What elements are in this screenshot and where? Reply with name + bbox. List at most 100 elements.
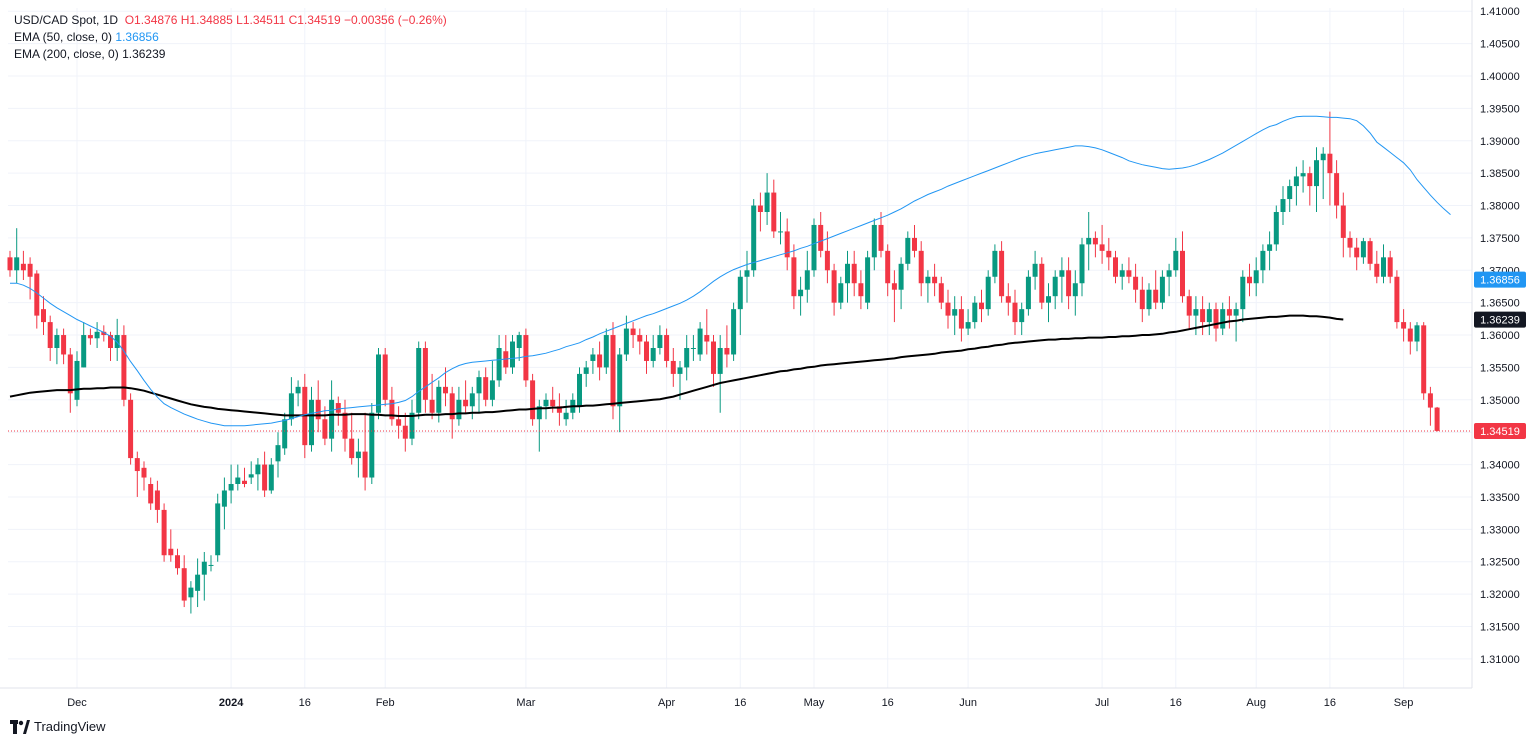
candle-body (20, 263, 26, 271)
candle-body (824, 250, 830, 271)
candle-body (1072, 283, 1078, 297)
candle-body (342, 412, 348, 439)
candle-body (1186, 296, 1192, 316)
candle-body (134, 458, 140, 472)
candle-body (1106, 250, 1112, 258)
tradingview-logo[interactable]: TradingView (10, 719, 106, 734)
candle-body (1334, 173, 1340, 206)
legend-row-ema200: EMA (200, close, 0) 1.36239 (14, 46, 447, 63)
candle-body (1314, 160, 1319, 187)
candle-body (108, 335, 113, 348)
candle-body (322, 419, 328, 439)
ema50-label[interactable]: EMA (50, close, 0) (14, 30, 113, 44)
candle-body (771, 192, 777, 232)
ema50-line (10, 115, 1451, 427)
candle-body (684, 348, 690, 368)
symbol-title[interactable]: USD/CAD Spot, 1D (14, 13, 119, 27)
ema200-value: 1.36239 (122, 47, 166, 61)
candle-body (1153, 289, 1159, 303)
candle-body (1327, 153, 1333, 174)
ema200-label[interactable]: EMA (200, close, 0) (14, 47, 119, 61)
candle-body (483, 377, 489, 400)
price-tick-label: 1.40500 (1480, 39, 1520, 51)
price-tick-label: 1.32000 (1480, 589, 1520, 601)
time-axis[interactable]: Dec 2024 16 Feb Mar Apr 16 May 16 Jun Jul 16 Aug 16 Se… (67, 697, 1413, 709)
legend-row-ema50: EMA (50, close, 0) 1.36856 (14, 29, 447, 46)
price-label-text: 1.34519 (1480, 426, 1520, 438)
time-tick-label: Mar (516, 697, 535, 709)
candle-body (215, 503, 221, 556)
candle-body (1320, 153, 1326, 161)
candle-body (456, 399, 462, 420)
price-tick-label: 1.37500 (1480, 233, 1520, 245)
ohlc-values: O1.34876 H1.34885 L1.34511 C1.34519 −0.0… (124, 13, 447, 27)
candle-body (556, 406, 562, 413)
candle-body (1421, 325, 1427, 394)
candle-body (1173, 250, 1179, 271)
candle-body (402, 425, 408, 439)
candle-body (1059, 270, 1065, 277)
candle-body (1240, 276, 1246, 310)
candle-body (597, 354, 603, 368)
candle-body (791, 257, 797, 297)
candle-body (510, 341, 515, 368)
candle-body (1039, 263, 1045, 303)
candle-body (677, 367, 683, 374)
candle-body (623, 328, 629, 355)
candle-body (195, 574, 201, 591)
candle-body (7, 257, 13, 271)
candle-body (1233, 309, 1239, 316)
candle-body (228, 484, 234, 491)
candle-body (757, 205, 763, 212)
candle-body (1367, 241, 1373, 264)
candle-body (831, 270, 837, 303)
candle-body (396, 419, 402, 426)
candle-body (168, 548, 174, 556)
logo-text: TradingView (34, 719, 106, 734)
price-tick-label: 1.33500 (1480, 492, 1520, 504)
time-tick-label: 16 (299, 697, 311, 709)
candle-body (1066, 270, 1072, 297)
candle-body (382, 354, 388, 400)
time-tick-label: Dec (67, 697, 87, 709)
candle-body (610, 335, 616, 407)
candle-body (851, 263, 857, 284)
candle-body (1273, 212, 1279, 245)
candle-body (717, 348, 723, 374)
candle-body (751, 205, 757, 271)
candle-body (563, 412, 569, 420)
time-tick-label: 16 (1170, 697, 1182, 709)
candle-body (422, 348, 428, 400)
candle-body (603, 335, 609, 368)
time-tick-label: Apr (658, 697, 675, 709)
candle-body (34, 273, 40, 316)
candle-body (958, 309, 964, 329)
candle-body (704, 335, 710, 342)
price-tick-label: 1.35500 (1480, 362, 1520, 374)
candle-body (443, 386, 448, 394)
candle-body (389, 399, 395, 420)
candle-body (536, 406, 542, 420)
candle-body (221, 490, 227, 507)
candle-body (945, 302, 951, 316)
candle-body (27, 263, 33, 277)
candle-body (697, 328, 703, 355)
candle-body (778, 231, 783, 233)
price-tick-label: 1.32500 (1480, 557, 1520, 569)
candle-body (1340, 205, 1346, 238)
candle-body (409, 412, 415, 439)
time-tick-label: Sep (1394, 697, 1414, 709)
candle-body (838, 283, 844, 303)
candle-body (1139, 289, 1145, 310)
candle-body (335, 403, 341, 413)
candle-body (804, 270, 810, 290)
candle-body (871, 224, 877, 258)
candle-body (121, 335, 127, 400)
candle-body (14, 257, 20, 271)
candle-body (670, 360, 676, 374)
candle-body (938, 283, 944, 303)
candle-body (175, 555, 180, 569)
price-axis[interactable]: 1.31000 1.31500 1.32000 1.32500 1.33000 1.335… (1480, 6, 1520, 666)
